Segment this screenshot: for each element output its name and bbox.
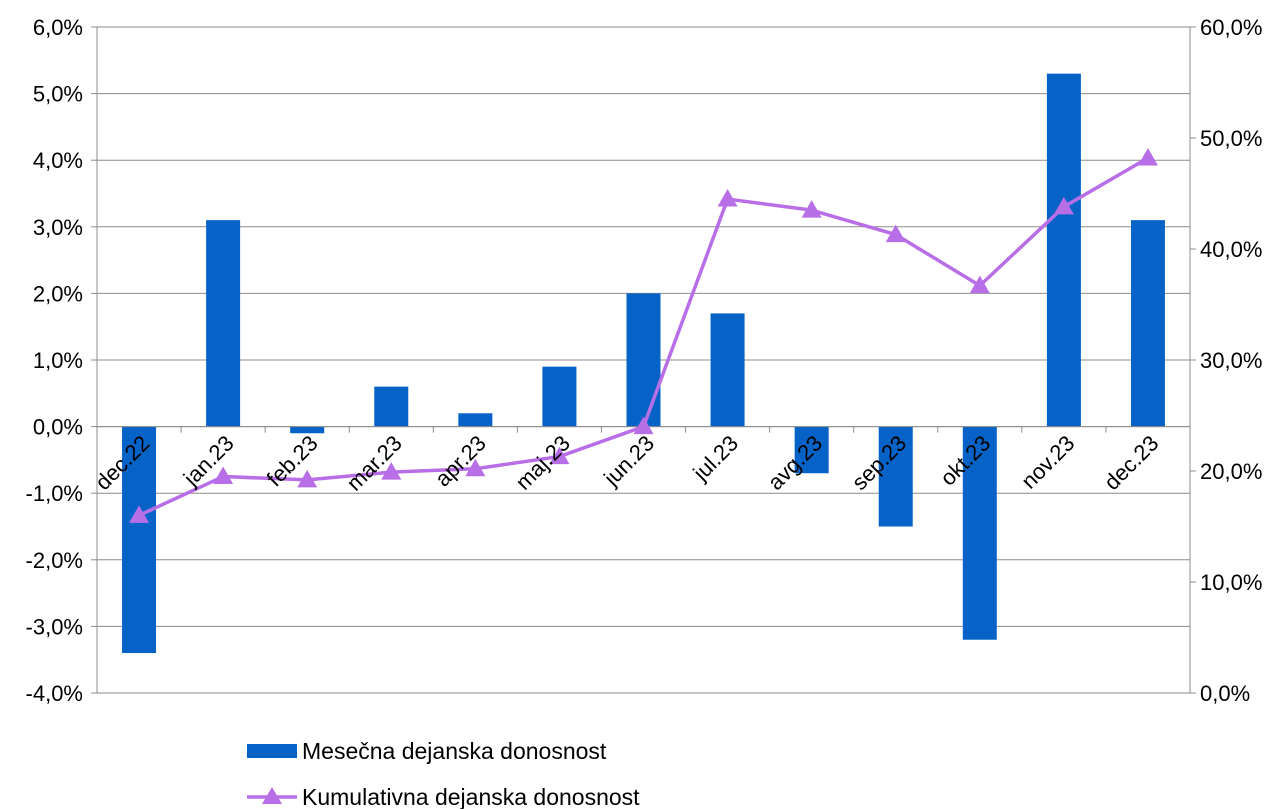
category-label: jul.23 bbox=[688, 430, 744, 486]
bar bbox=[122, 426, 157, 654]
right-tick-label: 50,0% bbox=[1200, 126, 1262, 151]
bar bbox=[710, 313, 745, 427]
category-labels: dec.22 jan.23 feb.23 mar.23 apr.23 maj.23 jun.… bbox=[90, 430, 1163, 495]
line-marker bbox=[1053, 196, 1074, 215]
line-marker bbox=[129, 505, 150, 523]
line-marker bbox=[1137, 147, 1158, 166]
category-label: nov.23 bbox=[1016, 430, 1079, 493]
legend-swatch-bar bbox=[247, 744, 297, 758]
left-tick-label: -2,0% bbox=[26, 548, 83, 573]
line-marker bbox=[213, 466, 234, 485]
left-tick-label: 3,0% bbox=[33, 215, 83, 240]
line-marker bbox=[465, 458, 486, 477]
bar bbox=[1130, 220, 1165, 427]
line-marker bbox=[381, 462, 402, 480]
right-axis-ticks: 0,0% 10,0% 20,0% 30,0% 40,0% 50,0% 60,0% bbox=[1200, 15, 1262, 706]
line-marker bbox=[801, 200, 822, 218]
line-marker bbox=[297, 469, 318, 488]
left-tick-label: 2,0% bbox=[33, 281, 83, 306]
left-tick-label: -3,0% bbox=[26, 614, 83, 639]
left-tick-label: 5,0% bbox=[33, 82, 83, 107]
legend-label: Mesečna dejanska donosnost bbox=[302, 738, 607, 764]
bar bbox=[542, 366, 577, 427]
line-marker bbox=[549, 446, 570, 465]
bar bbox=[290, 426, 325, 434]
bar bbox=[794, 426, 829, 474]
bar bbox=[374, 386, 409, 427]
bar bbox=[878, 426, 913, 527]
bar bbox=[626, 293, 661, 427]
line-marker bbox=[885, 224, 906, 243]
bar bbox=[962, 426, 997, 640]
legend-label: Kumulativna dejanska donosnost bbox=[302, 784, 640, 809]
left-axis-ticks: -4,0% -3,0% -2,0% -1,0% 0,0% 1,0% 2,0% 3,0% 4,0%… bbox=[26, 15, 83, 706]
left-tick-label: -1,0% bbox=[26, 481, 83, 506]
left-tick-label: 6,0% bbox=[33, 15, 83, 40]
line-series bbox=[129, 147, 1158, 523]
right-tick-label: 30,0% bbox=[1200, 348, 1262, 373]
right-tick-label: 20,0% bbox=[1200, 459, 1262, 484]
bar-series bbox=[122, 73, 1165, 654]
left-tick-label: 1,0% bbox=[33, 348, 83, 373]
legend-marker bbox=[262, 787, 282, 804]
category-label: apr.23 bbox=[430, 430, 491, 491]
left-tick-label: -4,0% bbox=[26, 681, 83, 706]
line-marker bbox=[717, 189, 738, 207]
category-label: dec.23 bbox=[1099, 430, 1163, 494]
right-tick-label: 60,0% bbox=[1200, 15, 1262, 40]
right-tick-label: 0,0% bbox=[1200, 681, 1250, 706]
bar bbox=[458, 413, 493, 427]
legend: Mesečna dejanska donosnost Kumulativna de… bbox=[247, 738, 640, 809]
left-tick-label: 0,0% bbox=[33, 415, 83, 440]
right-tick-label: 10,0% bbox=[1200, 570, 1262, 595]
bar bbox=[206, 220, 241, 427]
category-label: mar.23 bbox=[342, 430, 407, 495]
bar bbox=[1046, 73, 1081, 427]
line-marker bbox=[969, 275, 990, 294]
right-tick-label: 40,0% bbox=[1200, 237, 1262, 262]
line-marker bbox=[633, 416, 654, 435]
left-tick-label: 4,0% bbox=[33, 148, 83, 173]
